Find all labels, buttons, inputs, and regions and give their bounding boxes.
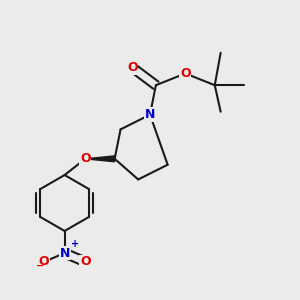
Text: N: N (59, 247, 70, 260)
Text: O: O (127, 61, 138, 74)
Text: O: O (80, 152, 91, 165)
Text: +: + (71, 238, 79, 249)
Text: O: O (80, 255, 91, 268)
Text: O: O (39, 255, 49, 268)
Text: N: N (145, 108, 155, 121)
Polygon shape (85, 156, 115, 162)
Text: O: O (180, 67, 190, 80)
Text: −: − (36, 260, 44, 270)
